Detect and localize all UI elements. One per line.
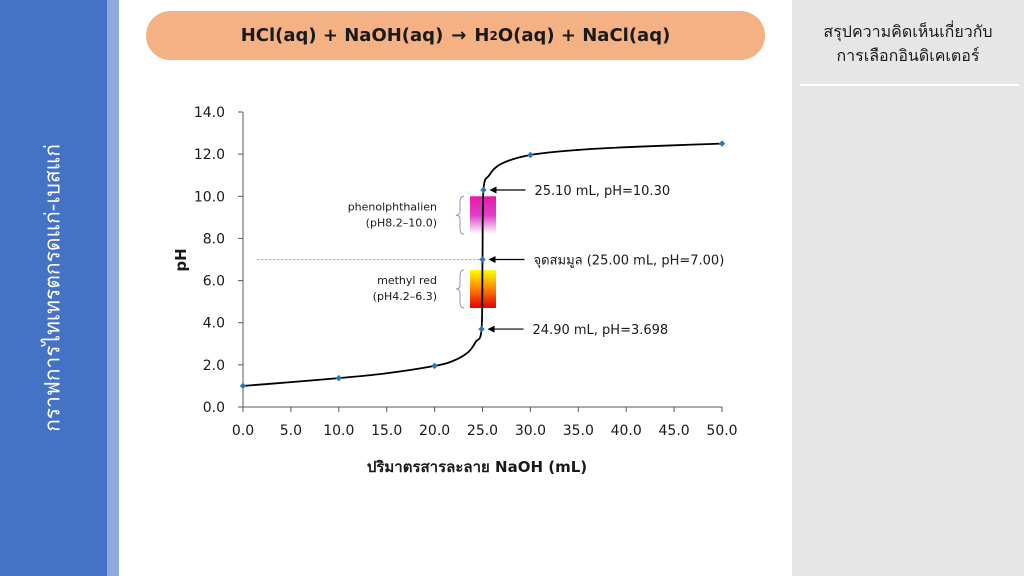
- y-tick-label: 8.0: [203, 231, 225, 247]
- arrow-icon: →: [451, 25, 467, 46]
- data-point: [718, 140, 726, 147]
- indicator-brace: [455, 269, 465, 309]
- indicator-name: phenolphthalien: [348, 200, 437, 213]
- equation-products: O(aq) + NaCl(aq): [497, 25, 671, 46]
- equation-banner: HCl(aq) + NaOH(aq) → H 2 O(aq) + NaCl(aq): [146, 11, 765, 60]
- indicator-name: methyl red: [377, 274, 437, 287]
- indicator-brace: [455, 195, 465, 235]
- data-point: [478, 325, 485, 333]
- x-tick-label: 50.0: [706, 423, 737, 439]
- titration-chart: 0.0 5.0 10.0 15.0 20.0 25.0 30.0 35.0 40.0 45.0 50…: [172, 105, 738, 476]
- equation-water-h: H: [474, 25, 490, 46]
- x-tick-label: 0.0: [232, 423, 254, 439]
- data-point: [335, 374, 342, 382]
- chart-annotations: 25.10 mL, pH=10.30 จุดสมมูล (25.00 mL, pH…: [487, 184, 725, 338]
- y-tick-label: 6.0: [203, 274, 225, 290]
- annotation-arrow-head: [489, 186, 497, 194]
- equation-subscript: 2: [489, 28, 498, 43]
- y-tick-label: 4.0: [203, 316, 225, 332]
- y-tick-label: 14.0: [194, 105, 225, 121]
- equation-reactants: HCl(aq) + NaOH(aq): [240, 25, 444, 46]
- indicator-ranges: phenolphthalien (pH8.2–10.0) methyl red (pH…: [348, 195, 496, 309]
- data-point: [431, 362, 438, 370]
- x-tick-label: 15.0: [371, 423, 402, 439]
- sidebar-stripe: [107, 0, 119, 576]
- summary-panel: สรุปความคิดเห็นเกี่ยวกับ การเลือกอินดิเค…: [792, 0, 1024, 576]
- x-tick-label: 40.0: [611, 423, 642, 439]
- summary-divider: [800, 84, 1019, 86]
- y-tick-label: 10.0: [194, 189, 225, 205]
- y-axis-label: pH: [172, 248, 190, 271]
- annotation-label: 24.90 mL, pH=3.698: [533, 323, 669, 338]
- summary-title-line1: สรุปความคิดเห็นเกี่ยวกับ: [823, 22, 993, 41]
- data-point: [480, 186, 487, 194]
- data-point: [527, 151, 534, 159]
- x-tick-label: 5.0: [280, 423, 302, 439]
- annotation-arrow-head: [488, 256, 496, 263]
- titration-curve: [242, 142, 723, 387]
- sidebar-panel: [0, 0, 107, 576]
- data-point: [239, 382, 247, 390]
- y-tick-label: 2.0: [203, 358, 225, 374]
- x-tick-label: 45.0: [659, 423, 690, 439]
- summary-title: สรุปความคิดเห็นเกี่ยวกับ การเลือกอินดิเค…: [792, 20, 1024, 68]
- x-tick-label: 25.0: [467, 423, 498, 439]
- x-tick-label: 35.0: [563, 423, 594, 439]
- x-tick-label: 10.0: [323, 423, 354, 439]
- x-tick-label: 30.0: [515, 423, 546, 439]
- x-axis-label: ปริมาตรสารละลาย NaOH (mL): [367, 458, 587, 476]
- x-tick-label: 20.0: [419, 423, 450, 439]
- annotation-label: 25.10 mL, pH=10.30: [534, 184, 670, 199]
- indicator-range-label: (pH4.2–6.3): [373, 290, 437, 303]
- titration-curve-layer: [242, 142, 723, 387]
- data-points: [239, 140, 726, 390]
- indicator-range-label: (pH8.2–10.0): [366, 216, 437, 229]
- y-tick-label: 0.0: [203, 400, 225, 416]
- chart-axes: 0.0 5.0 10.0 15.0 20.0 25.0 30.0 35.0 40.0 45.0 50…: [194, 105, 738, 439]
- annotation-label: จุดสมมูล (25.00 mL, pH=7.00): [534, 254, 725, 269]
- summary-title-line2: การเลือกอินดิเคเตอร์: [836, 46, 980, 65]
- data-point: [479, 256, 486, 263]
- y-tick-label: 12.0: [194, 147, 225, 163]
- annotation-arrow-head: [487, 325, 495, 333]
